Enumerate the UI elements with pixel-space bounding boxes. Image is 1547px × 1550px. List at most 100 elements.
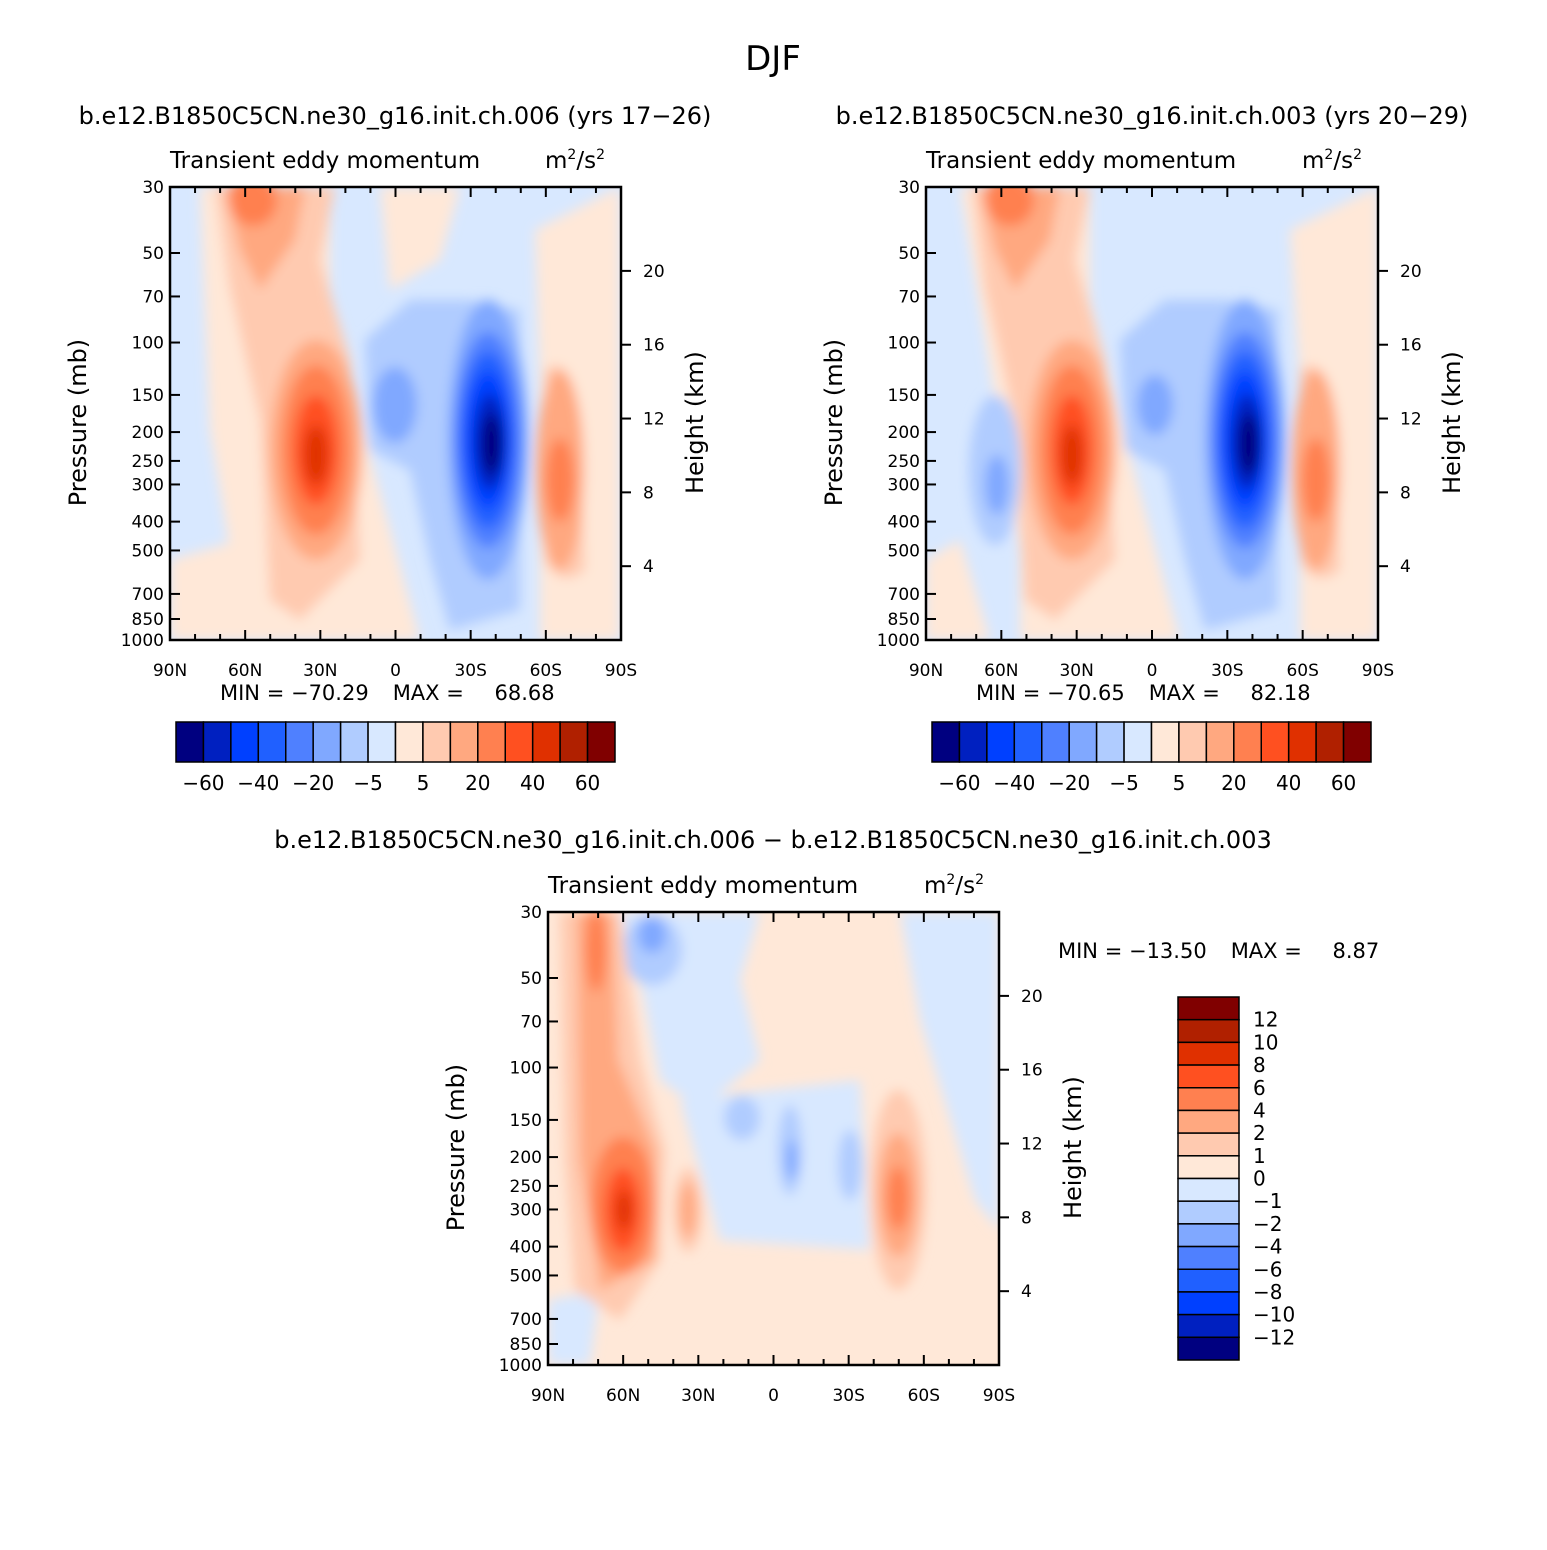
colorbar-label: −5 bbox=[353, 771, 382, 795]
pressure-tick-label: 500 bbox=[132, 541, 164, 561]
colorbar-label: −60 bbox=[938, 771, 980, 795]
colorbar-label: −10 bbox=[1253, 1303, 1295, 1327]
panel-1-variable: Transient eddy momentum bbox=[169, 148, 480, 174]
panel-1-colorbar: −60 −40 −20 −5 5 20 40 60 bbox=[175, 721, 616, 795]
pressure-tick-label: 850 bbox=[132, 610, 164, 630]
pressure-tick-label: 300 bbox=[132, 475, 164, 495]
pressure-tick-label: 70 bbox=[520, 1012, 542, 1032]
panel-1-region-pos-light-sfc bbox=[170, 540, 260, 640]
height-axis-title: Height (km) bbox=[681, 351, 709, 494]
pressure-tick-label: 250 bbox=[510, 1177, 542, 1197]
pressure-axis-title: Pressure (mb) bbox=[64, 339, 92, 506]
height-axis-title: Height (km) bbox=[1438, 351, 1466, 494]
colorbar-label: 20 bbox=[465, 771, 490, 795]
panel-1-region-neg-10-west bbox=[373, 367, 417, 443]
height-tick-label: 16 bbox=[643, 336, 665, 356]
colorbar-box bbox=[1177, 1132, 1240, 1157]
colorbar-box bbox=[1287, 721, 1317, 763]
height-tick-label: 4 bbox=[643, 557, 654, 577]
colorbar-box bbox=[394, 721, 424, 763]
lat-tick-label: 30S bbox=[454, 661, 486, 681]
height-tick-label: 16 bbox=[1400, 336, 1422, 356]
height-tick-label: 12 bbox=[643, 410, 665, 430]
colorbar-label: 40 bbox=[1276, 771, 1301, 795]
colorbar-box bbox=[958, 721, 988, 763]
panel-1-case-title: b.e12.B1850C5CN.ne30_g16.init.ch.006 (yr… bbox=[79, 102, 712, 130]
colorbar-box bbox=[1177, 1177, 1240, 1202]
colorbar-box bbox=[422, 721, 452, 763]
pressure-tick-label: 150 bbox=[888, 386, 920, 406]
lat-tick-label: 0 bbox=[1147, 661, 1158, 681]
panel-3-minmax: MIN = −13.50 MAX = 8.87 bbox=[1058, 939, 1379, 963]
panel-1-region-neg-60 bbox=[482, 414, 502, 474]
colorbar-box bbox=[1150, 721, 1180, 763]
panel-1-units: m2/s2 bbox=[545, 147, 605, 174]
pressure-tick-label: 400 bbox=[132, 513, 164, 533]
panel-3-region-neg-light-sfc bbox=[548, 1290, 600, 1365]
colorbar-box bbox=[1178, 721, 1208, 763]
colorbar-label: −20 bbox=[292, 771, 334, 795]
panel-1-region-sh-pos-20 bbox=[546, 438, 574, 522]
colorbar-box bbox=[1177, 1223, 1240, 1248]
colorbar-label: 10 bbox=[1253, 1030, 1278, 1054]
colorbar-label: 40 bbox=[520, 771, 545, 795]
colorbar-box bbox=[1177, 1268, 1240, 1293]
panel-3: b.e12.B1850C5CN.ne30_g16.init.ch.006 − b… bbox=[274, 826, 1379, 1406]
figure-title: DJF bbox=[745, 39, 801, 79]
pressure-tick-label: 500 bbox=[888, 541, 920, 561]
colorbar-box bbox=[367, 721, 397, 763]
panel-1-region-pos-light-upper bbox=[380, 187, 460, 290]
panel-2-minmax: MIN = −70.65 MAX = 82.18 bbox=[976, 681, 1311, 705]
colorbar-box bbox=[1177, 1087, 1240, 1112]
pressure-tick-label: 100 bbox=[888, 334, 920, 354]
colorbar-box bbox=[1205, 721, 1235, 763]
pressure-tick-label: 1000 bbox=[877, 631, 920, 651]
height-tick-label: 20 bbox=[643, 262, 665, 282]
colorbar-label: 2 bbox=[1253, 1121, 1266, 1145]
panel-2-region-sh-pos-20 bbox=[1302, 438, 1330, 522]
colorbar-box bbox=[1260, 721, 1290, 763]
colorbar-label: 8 bbox=[1253, 1053, 1266, 1077]
colorbar-box bbox=[312, 721, 342, 763]
panel-2-region-pos-light-sfc bbox=[926, 540, 990, 640]
colorbar-box bbox=[230, 721, 260, 763]
lat-tick-label: 0 bbox=[768, 1386, 779, 1406]
height-tick-label: 16 bbox=[1021, 1061, 1043, 1081]
colorbar-box bbox=[1095, 721, 1125, 763]
colorbar-label: 5 bbox=[417, 771, 430, 795]
colorbar-box bbox=[285, 721, 314, 763]
colorbar-box bbox=[931, 721, 961, 763]
colorbar-label: 60 bbox=[1331, 771, 1356, 795]
panel-2-variable: Transient eddy momentum bbox=[925, 148, 1236, 174]
colorbar-box bbox=[586, 721, 616, 763]
panel-2-units: m2/s2 bbox=[1302, 147, 1362, 174]
pressure-tick-label: 200 bbox=[510, 1148, 542, 1168]
colorbar-label: −4 bbox=[1253, 1235, 1282, 1259]
colorbar-label: 20 bbox=[1221, 771, 1246, 795]
pressure-tick-label: 850 bbox=[888, 610, 920, 630]
colorbar-box bbox=[1177, 996, 1240, 1021]
pressure-tick-label: 70 bbox=[142, 287, 164, 307]
pressure-tick-label: 30 bbox=[142, 178, 164, 198]
pressure-tick-label: 30 bbox=[898, 178, 920, 198]
panel-2: b.e12.B1850C5CN.ne30_g16.init.ch.003 (yr… bbox=[820, 102, 1468, 681]
panel-2-case-title: b.e12.B1850C5CN.ne30_g16.init.ch.003 (yr… bbox=[836, 102, 1469, 130]
colorbar-label: 4 bbox=[1253, 1098, 1266, 1122]
colorbar-box bbox=[1013, 721, 1043, 763]
lat-tick-label: 0 bbox=[390, 661, 401, 681]
colorbar-box bbox=[1068, 721, 1098, 763]
colorbar-label: 0 bbox=[1253, 1167, 1266, 1191]
pressure-axis-title: Pressure (mb) bbox=[820, 339, 848, 506]
colorbar-box bbox=[1315, 721, 1345, 763]
panel-1-region-pos-20-top bbox=[229, 187, 277, 226]
pressure-tick-label: 400 bbox=[510, 1238, 542, 1258]
pressure-tick-label: 250 bbox=[132, 452, 164, 472]
height-tick-label: 12 bbox=[1021, 1135, 1043, 1155]
pressure-tick-label: 150 bbox=[132, 386, 164, 406]
panel-1-contour-field bbox=[170, 187, 621, 640]
panel-1: b.e12.B1850C5CN.ne30_g16.init.ch.006 (yr… bbox=[64, 102, 711, 681]
panel-3-region-neg-2-eq bbox=[786, 1140, 798, 1180]
